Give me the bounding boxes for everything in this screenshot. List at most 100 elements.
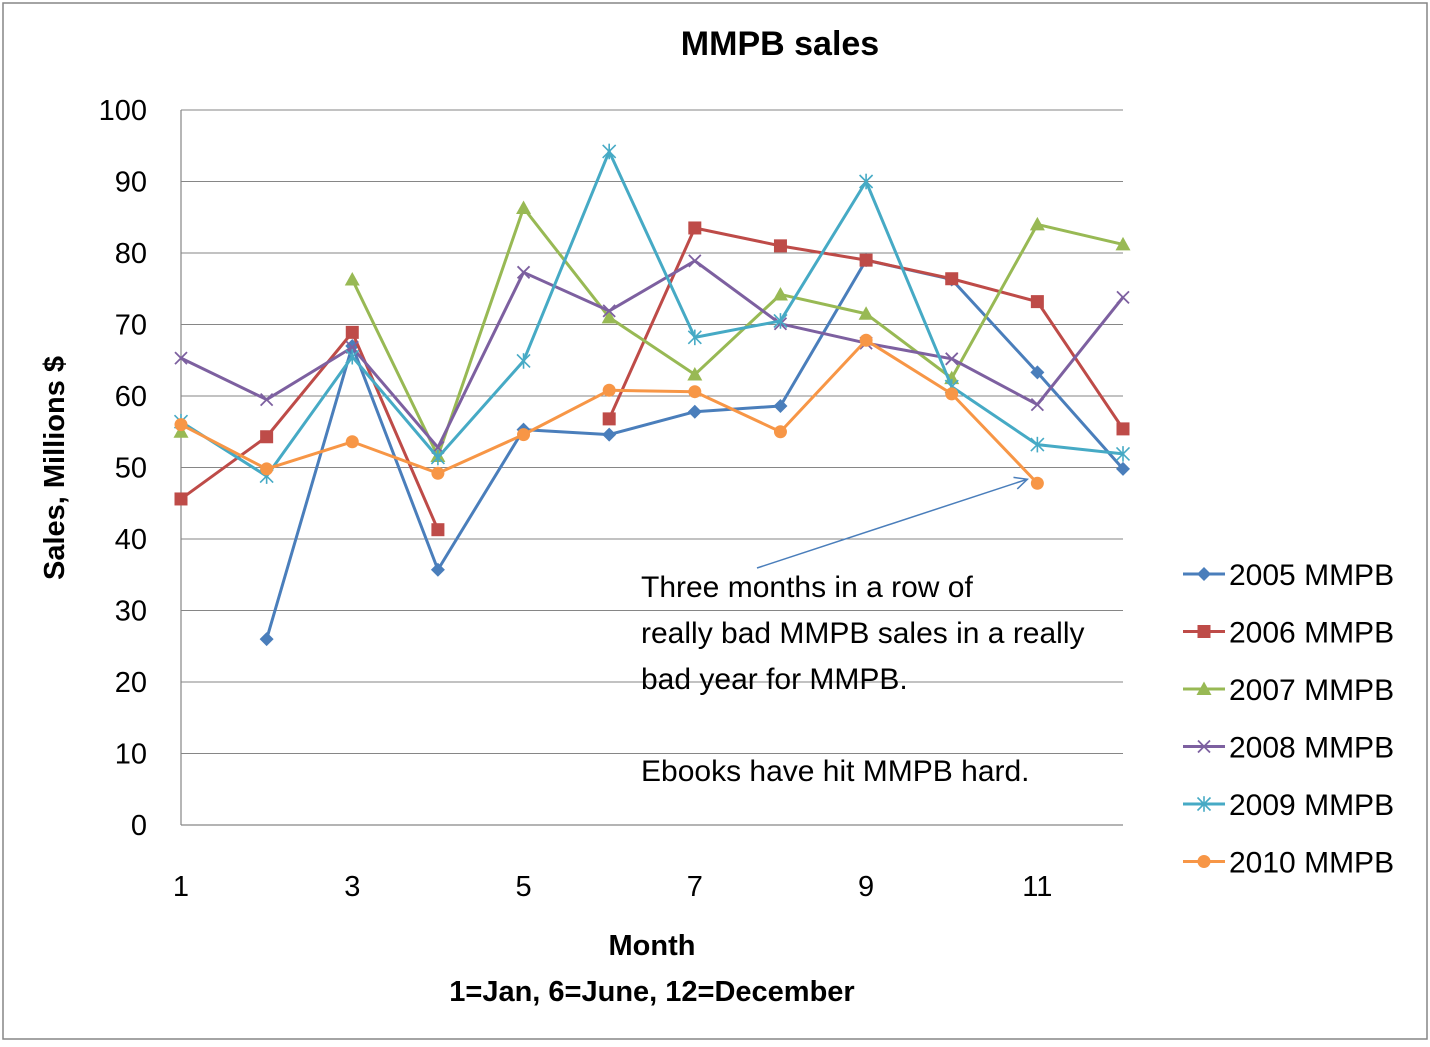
- legend-label-0: 2005 MMPB: [1229, 559, 1394, 592]
- data-point-1-11: [1030, 295, 1044, 309]
- data-point-3-12: [1116, 290, 1130, 304]
- y-axis-title: Sales, Millions $: [39, 356, 71, 580]
- data-point-5-7: [688, 385, 702, 399]
- annotation-line-0: Three months in a row of: [641, 571, 973, 604]
- y-tick-label-30: 30: [115, 596, 147, 628]
- data-point-1-12: [1116, 422, 1130, 436]
- x-axis-subtitle: 1=Jan, 6=June, 12=December: [449, 976, 854, 1008]
- data-point-3-11: [1030, 397, 1045, 412]
- data-point-0-2: [259, 632, 274, 647]
- y-tick-label-50: 50: [115, 453, 147, 485]
- data-point-2-7: [687, 367, 703, 381]
- y-tick-label-10: 10: [115, 739, 147, 771]
- data-point-5-3: [345, 435, 359, 449]
- data-point-1-8: [773, 239, 787, 253]
- data-point-4-4: [430, 449, 445, 466]
- data-point-0-4: [430, 562, 445, 577]
- data-point-4-12: [1115, 446, 1131, 462]
- x-tick-label-11: 11: [1022, 871, 1052, 903]
- legend-item-4: 2009 MMPB: [1183, 789, 1394, 822]
- series-2007-mmpb: [173, 200, 1131, 463]
- data-point-2-6: [601, 309, 617, 324]
- data-point-5-5: [517, 428, 531, 442]
- data-point-4-3: [345, 348, 360, 365]
- data-point-0-8: [773, 399, 788, 414]
- y-tick-label-20: 20: [115, 667, 147, 699]
- data-point-4-9: [859, 173, 874, 190]
- data-point-3-2: [259, 392, 274, 407]
- x-axis-title: Month: [609, 930, 696, 962]
- annotation-line-1: really bad MMPB sales in a really: [641, 617, 1085, 650]
- y-tick-label-60: 60: [115, 381, 147, 413]
- y-tick-label-90: 90: [115, 167, 147, 199]
- annotation-line-4: Ebooks have hit MMPB hard.: [641, 755, 1030, 788]
- annotation: Three months in a row of really bad MMPB …: [641, 476, 1085, 788]
- data-point-1-3: [345, 325, 359, 339]
- legend-label-2: 2007 MMPB: [1229, 674, 1394, 707]
- data-point-3-5: [516, 265, 531, 279]
- y-tick-label-0: 0: [131, 810, 147, 842]
- series-line-4-0: [180, 149, 1124, 478]
- y-tick-label-40: 40: [115, 524, 147, 556]
- x-tick-label-9: 9: [858, 871, 874, 903]
- legend-marker-2: [1196, 681, 1212, 695]
- data-point-0-6: [602, 427, 617, 442]
- y-tick-label-70: 70: [115, 310, 147, 342]
- x-tick-label-3: 3: [344, 871, 360, 903]
- data-point-1-1: [174, 492, 188, 506]
- data-point-3-7: [688, 254, 702, 268]
- data-point-2-9: [858, 306, 874, 320]
- data-point-5-11: [1030, 476, 1044, 490]
- data-point-1-7: [688, 221, 702, 235]
- data-point-3-1: [174, 351, 188, 365]
- legend-item-5: 2010 MMPB: [1183, 847, 1394, 880]
- legend-label-3: 2008 MMPB: [1229, 732, 1394, 765]
- data-point-3-3: [345, 340, 359, 355]
- data-point-2-8: [772, 286, 788, 301]
- data-point-4-7: [687, 329, 702, 346]
- legend-item-3: 2008 MMPB: [1183, 732, 1394, 765]
- series-line-3-0: [180, 259, 1125, 449]
- data-point-1-9: [859, 253, 873, 267]
- data-point-1-4: [431, 523, 445, 537]
- data-point-3-6: [602, 304, 616, 318]
- series-2006-mmpb: [174, 221, 1130, 537]
- legend-item-1: 2006 MMPB: [1183, 617, 1394, 650]
- data-point-1-2: [260, 430, 274, 444]
- data-point-4-8: [773, 313, 788, 329]
- data-point-5-2: [260, 462, 274, 476]
- data-point-5-4: [431, 466, 445, 480]
- x-tick-label-5: 5: [515, 871, 531, 903]
- data-point-1-10: [945, 272, 959, 286]
- series-line-2-1: [350, 206, 1124, 458]
- legend: 2005 MMPB 2006 MMPB 2007 MMPB 2008 MMPB 2009…: [1183, 559, 1394, 880]
- data-point-4-6: [602, 143, 617, 160]
- x-tick-label-1: 1: [173, 871, 189, 903]
- data-point-2-11: [1029, 216, 1045, 231]
- data-point-5-8: [773, 425, 787, 439]
- legend-marker-1: [1197, 625, 1211, 638]
- data-point-5-9: [859, 333, 873, 347]
- series-2010-mmpb: [174, 333, 1044, 490]
- annotation-arrow-line: [756, 478, 1028, 569]
- legend-marker-0: [1197, 567, 1211, 581]
- data-point-2-12: [1115, 236, 1131, 251]
- data-point-4-11: [1030, 436, 1045, 453]
- data-point-2-3: [344, 271, 360, 286]
- legend-item-2: 2007 MMPB: [1183, 674, 1394, 707]
- x-tick-label-7: 7: [687, 871, 703, 903]
- data-point-2-5: [516, 200, 532, 214]
- data-point-5-6: [602, 383, 616, 397]
- legend-label-5: 2010 MMPB: [1229, 847, 1394, 880]
- data-point-5-1: [174, 418, 188, 432]
- chart-title: MMPB sales: [681, 25, 879, 63]
- data-point-4-5: [516, 353, 531, 369]
- data-point-1-6: [602, 412, 616, 426]
- legend-item-0: 2005 MMPB: [1183, 559, 1394, 592]
- legend-label-4: 2009 MMPB: [1229, 789, 1394, 822]
- series-line-1-0: [180, 330, 440, 531]
- data-point-0-7: [687, 404, 702, 419]
- axes: 0 10 20 30 40 50 60 70 80 90 100 1 3 5 7 9 11: [99, 95, 1123, 903]
